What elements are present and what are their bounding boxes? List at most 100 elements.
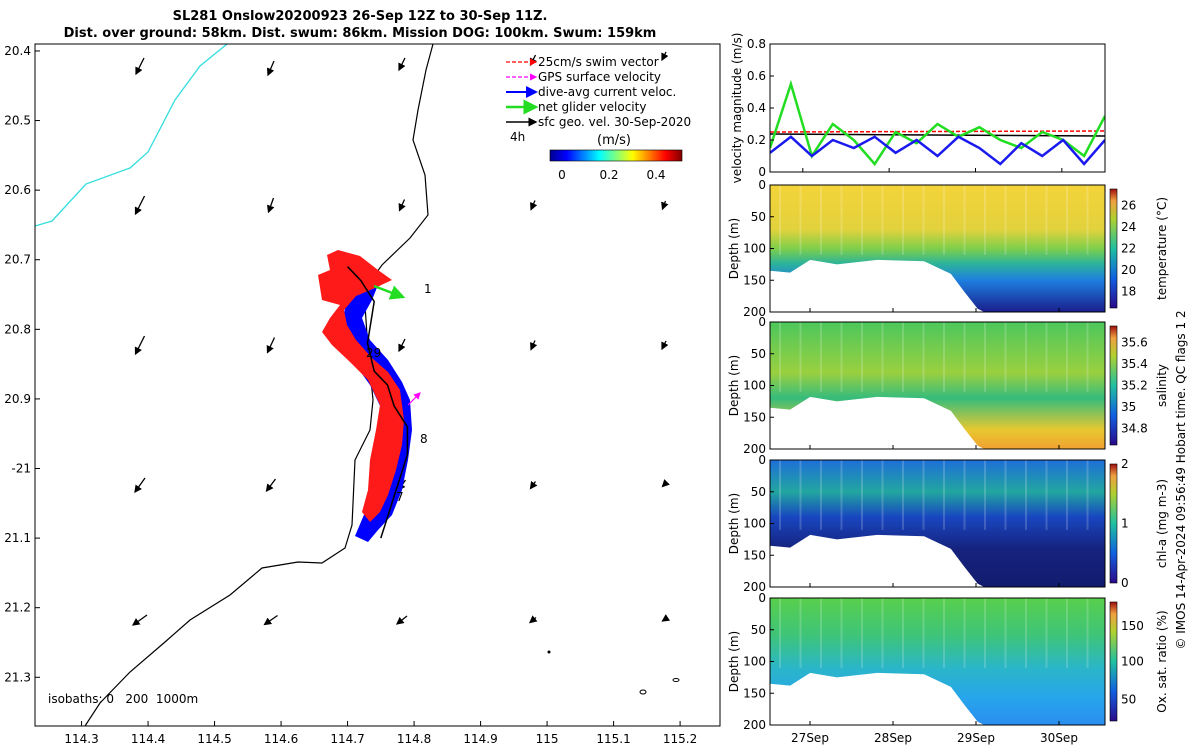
geo-arrow bbox=[530, 340, 538, 351]
chart-title: SL281 Onslow20200923 26-Sep 12Z to 30-Se… bbox=[172, 9, 548, 24]
geo-arrow bbox=[266, 60, 275, 77]
map-xtick-label: 114.7 bbox=[330, 732, 364, 746]
depth-tick-label: 150 bbox=[743, 273, 766, 287]
colorbar-tick-label: 18 bbox=[1121, 284, 1136, 298]
depth-tick-label: 200 bbox=[743, 718, 766, 732]
geo-arrow bbox=[135, 57, 145, 76]
colorbar-label: chl-a (mg m-3) bbox=[1155, 479, 1169, 568]
depth-tick-label: 50 bbox=[751, 623, 766, 637]
map-axes-frame bbox=[34, 43, 721, 727]
track-label-7: 7 bbox=[396, 490, 404, 504]
geo-arrow bbox=[398, 199, 406, 212]
colorbar-label: temperature (°C) bbox=[1155, 197, 1169, 300]
legend-net: net glider velocity bbox=[538, 100, 646, 114]
gps-velocity-arrow bbox=[407, 392, 421, 406]
geo-arrow bbox=[661, 479, 670, 488]
colorbar-tick-label: 100 bbox=[1121, 655, 1144, 669]
legend-swim: 25cm/s swim vector bbox=[538, 55, 659, 69]
section-field bbox=[770, 460, 1105, 587]
speed-cbar-tick-0: 0 bbox=[558, 168, 566, 182]
isobaths-label: isobaths: 0 200 1000m bbox=[48, 692, 198, 706]
geo-arrow bbox=[529, 480, 538, 490]
depth-tick-label: 0 bbox=[758, 315, 766, 329]
geo-arrow bbox=[661, 614, 671, 622]
isobath-1000m bbox=[35, 44, 228, 227]
depth-tick-label: 150 bbox=[743, 410, 766, 424]
map-ytick-label: 21.2 bbox=[4, 601, 31, 615]
swim-speed-line bbox=[770, 130, 1105, 133]
section-field bbox=[770, 322, 1105, 449]
section-panel: 0 50 100 150 200 Depth (m) 26 24 22 20 18 temperatu… bbox=[727, 178, 1169, 319]
colorbar-tick-label: 50 bbox=[1121, 693, 1136, 707]
section-field bbox=[770, 598, 1105, 725]
geo-arrow bbox=[267, 197, 275, 214]
section-colorbar bbox=[1109, 463, 1118, 584]
depth-tick-label: 0 bbox=[758, 453, 766, 467]
colorbar-tick-label: 35.6 bbox=[1121, 336, 1148, 350]
section-panel: 0 50 100 150 200 Depth (m) 35.6 35.4 35.2 35 34.8 s… bbox=[727, 315, 1169, 456]
isobath-200m bbox=[84, 44, 434, 726]
track-label-1: 1 bbox=[424, 282, 432, 296]
time-tick-label: 29Sep bbox=[957, 731, 995, 745]
colorbar-tick-label: 0 bbox=[1121, 576, 1129, 590]
geostrophic-velocity-arrows bbox=[131, 51, 671, 626]
vel-ytick-label: 0 bbox=[758, 165, 766, 179]
vel-ytick-label: 0.6 bbox=[747, 69, 766, 83]
time-tick-label: 27Sep bbox=[791, 731, 829, 745]
map-xtick-label: 114.3 bbox=[64, 732, 98, 746]
map-ytick-label: 20.6 bbox=[4, 183, 31, 197]
swim-vectors-region bbox=[318, 250, 404, 522]
colorbar-tick-label: 1 bbox=[1121, 517, 1129, 531]
vel-ytick-label: 0.2 bbox=[747, 133, 766, 147]
geo-arrow bbox=[529, 54, 537, 67]
map-ytick-label: 20.7 bbox=[4, 253, 31, 267]
map-ytick-label: 20.5 bbox=[4, 114, 31, 128]
depth-tick-label: 100 bbox=[743, 655, 766, 669]
section-field bbox=[770, 185, 1105, 312]
time-tick-label: 28Sep bbox=[874, 731, 912, 745]
section-colorbar bbox=[1109, 188, 1118, 309]
geo-arrow bbox=[266, 337, 276, 354]
velocity-axis-ticks: 0 0.2 0.4 0.6 0.8 bbox=[747, 37, 1063, 179]
depth-tick-label: 200 bbox=[743, 580, 766, 594]
legend-current: dive-avg current veloc. bbox=[538, 85, 676, 99]
map-ytick-label: 20.8 bbox=[4, 322, 31, 336]
geo-arrow bbox=[529, 615, 538, 624]
depth-tick-label: 200 bbox=[743, 305, 766, 319]
depth-tick-label: 150 bbox=[743, 548, 766, 562]
map-ytick-label: 21.1 bbox=[4, 531, 31, 545]
depth-tick-label: 50 bbox=[751, 347, 766, 361]
legend-time: 4h bbox=[510, 130, 525, 144]
colorbar-tick-label: 150 bbox=[1121, 619, 1144, 633]
colorbar-unit: (m/s) bbox=[597, 133, 631, 148]
colorbar-label: Ox. sat. ratio (%) bbox=[1155, 610, 1169, 712]
net-velocity-arrow bbox=[373, 284, 406, 300]
depth-tick-label: 100 bbox=[743, 242, 766, 256]
speed-cbar-tick-1: 0.2 bbox=[599, 168, 618, 182]
map-xtick-label: 114.5 bbox=[197, 732, 231, 746]
colorbar-tick-label: 24 bbox=[1121, 220, 1136, 234]
depth-tick-label: 200 bbox=[743, 442, 766, 456]
colorbar-tick-label: 35.4 bbox=[1121, 357, 1148, 371]
section-panel: 0 50 100 150 200 Depth (m) 2 1 0 chl-a (mg m-3) bbox=[727, 453, 1169, 594]
depth-axis-label: Depth (m) bbox=[727, 355, 741, 416]
depth-tick-label: 150 bbox=[743, 686, 766, 700]
map-xtick-label: 114.9 bbox=[463, 732, 497, 746]
depth-tick-label: 100 bbox=[743, 379, 766, 393]
colorbar-tick-label: 2 bbox=[1121, 457, 1129, 471]
geo-arrow bbox=[263, 614, 278, 626]
current-velocity-line bbox=[770, 135, 1105, 166]
map-xtick-label: 114.6 bbox=[264, 732, 298, 746]
glider-track-line bbox=[347, 266, 409, 539]
geo-arrow bbox=[398, 338, 406, 353]
legend-geo: sfc geo. vel. 30-Sep-2020 bbox=[538, 115, 691, 129]
time-tick-label: 30Sep bbox=[1040, 731, 1078, 745]
track-label-29: 29 bbox=[366, 346, 381, 360]
geo-arrow bbox=[131, 614, 148, 626]
map-xtick-label: 114.4 bbox=[131, 732, 165, 746]
section-colorbar bbox=[1109, 325, 1118, 446]
speed-cbar-tick-2: 0.4 bbox=[646, 168, 665, 182]
net-velocity-line bbox=[770, 79, 1105, 167]
